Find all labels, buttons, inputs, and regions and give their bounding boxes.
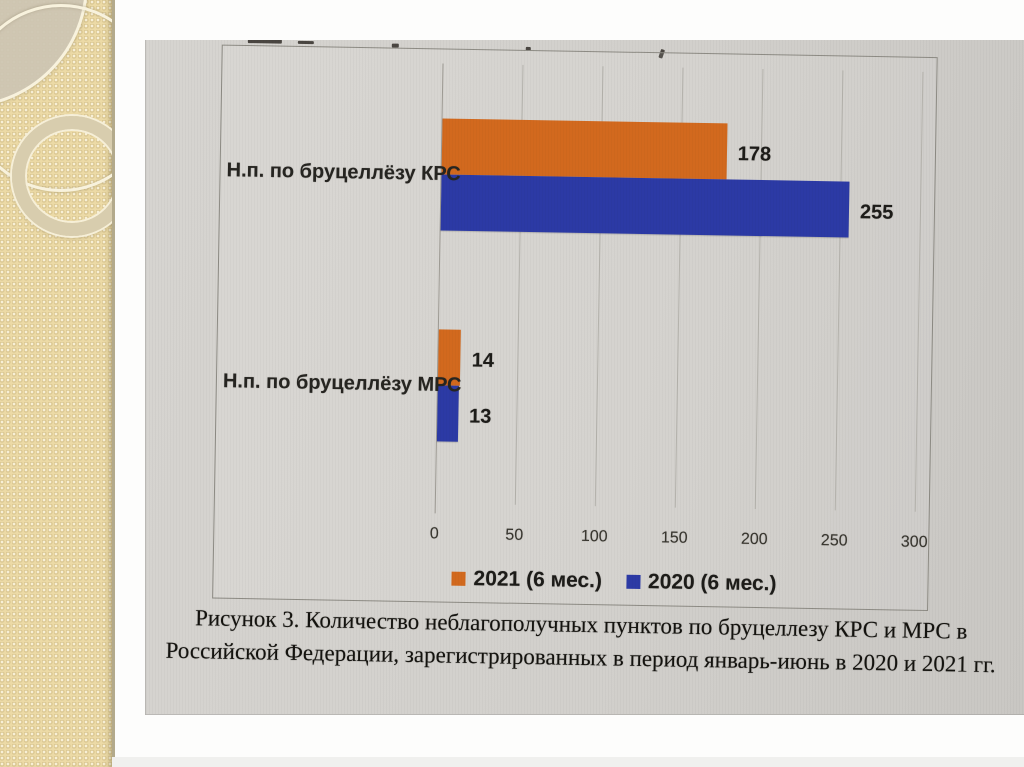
x-tick-label: 200	[740, 530, 768, 549]
value-label: 178	[737, 143, 772, 166]
legend-label: 2020 (6 мес.)	[647, 570, 777, 596]
x-tick-label: 50	[505, 526, 524, 544]
cropped-title-mark	[247, 40, 282, 44]
gridline-200	[754, 69, 764, 509]
category-label: Н.п. по бруцеллёзу МРС	[222, 370, 462, 397]
legend-swatch	[625, 574, 641, 589]
x-tick-label: 0	[429, 525, 439, 543]
x-tick-label: 250	[820, 532, 848, 550]
cropped-title-mark	[297, 40, 314, 45]
figure-photo: 0 50 100 150 200 250 300 178 255 14 13 Н.п. по бру…	[145, 40, 1024, 715]
decorative-thick-ring	[12, 116, 112, 236]
legend-item: 2021 (6 мес.)	[451, 567, 602, 594]
x-tick-label: 100	[580, 527, 608, 546]
gridline-250	[834, 70, 844, 511]
category-labels: Н.п. по бруцеллёзу КРС Н.п. по бруцеллёзу…	[223, 46, 937, 396]
value-label: 255	[859, 201, 894, 224]
chart-legend: 2021 (6 мес.) 2020 (6 мес.)	[451, 564, 777, 600]
plot-area: 0 50 100 150 200 250 300 178 255 14 13	[430, 63, 928, 551]
figure-photo-content: 0 50 100 150 200 250 300 178 255 14 13 Н.п. по бру…	[146, 40, 1024, 714]
slide-bottom-edge	[112, 757, 1024, 767]
x-tick-label: 300	[900, 533, 928, 551]
legend-item: 2020 (6 мес.)	[625, 570, 777, 597]
x-tick-label: 150	[660, 529, 688, 547]
legend-label: 2021 (6 мес.)	[473, 567, 603, 593]
value-label: 13	[468, 405, 492, 428]
bar-2021-cat1	[441, 118, 728, 180]
slide-sidebar-decoration	[0, 0, 115, 767]
figure-caption: Рисунок 3. Количество неблагополучных пу…	[146, 600, 1021, 681]
category-label: Н.п. по бруцеллёзу КРС	[226, 159, 461, 186]
bar-2020-cat1	[440, 174, 850, 238]
gridline-300	[914, 71, 924, 512]
legend-swatch	[451, 571, 466, 586]
value-label: 14	[471, 349, 495, 372]
chart-frame: 0 50 100 150 200 250 300 178 255 14 13 Н.п. по бру…	[212, 44, 938, 612]
